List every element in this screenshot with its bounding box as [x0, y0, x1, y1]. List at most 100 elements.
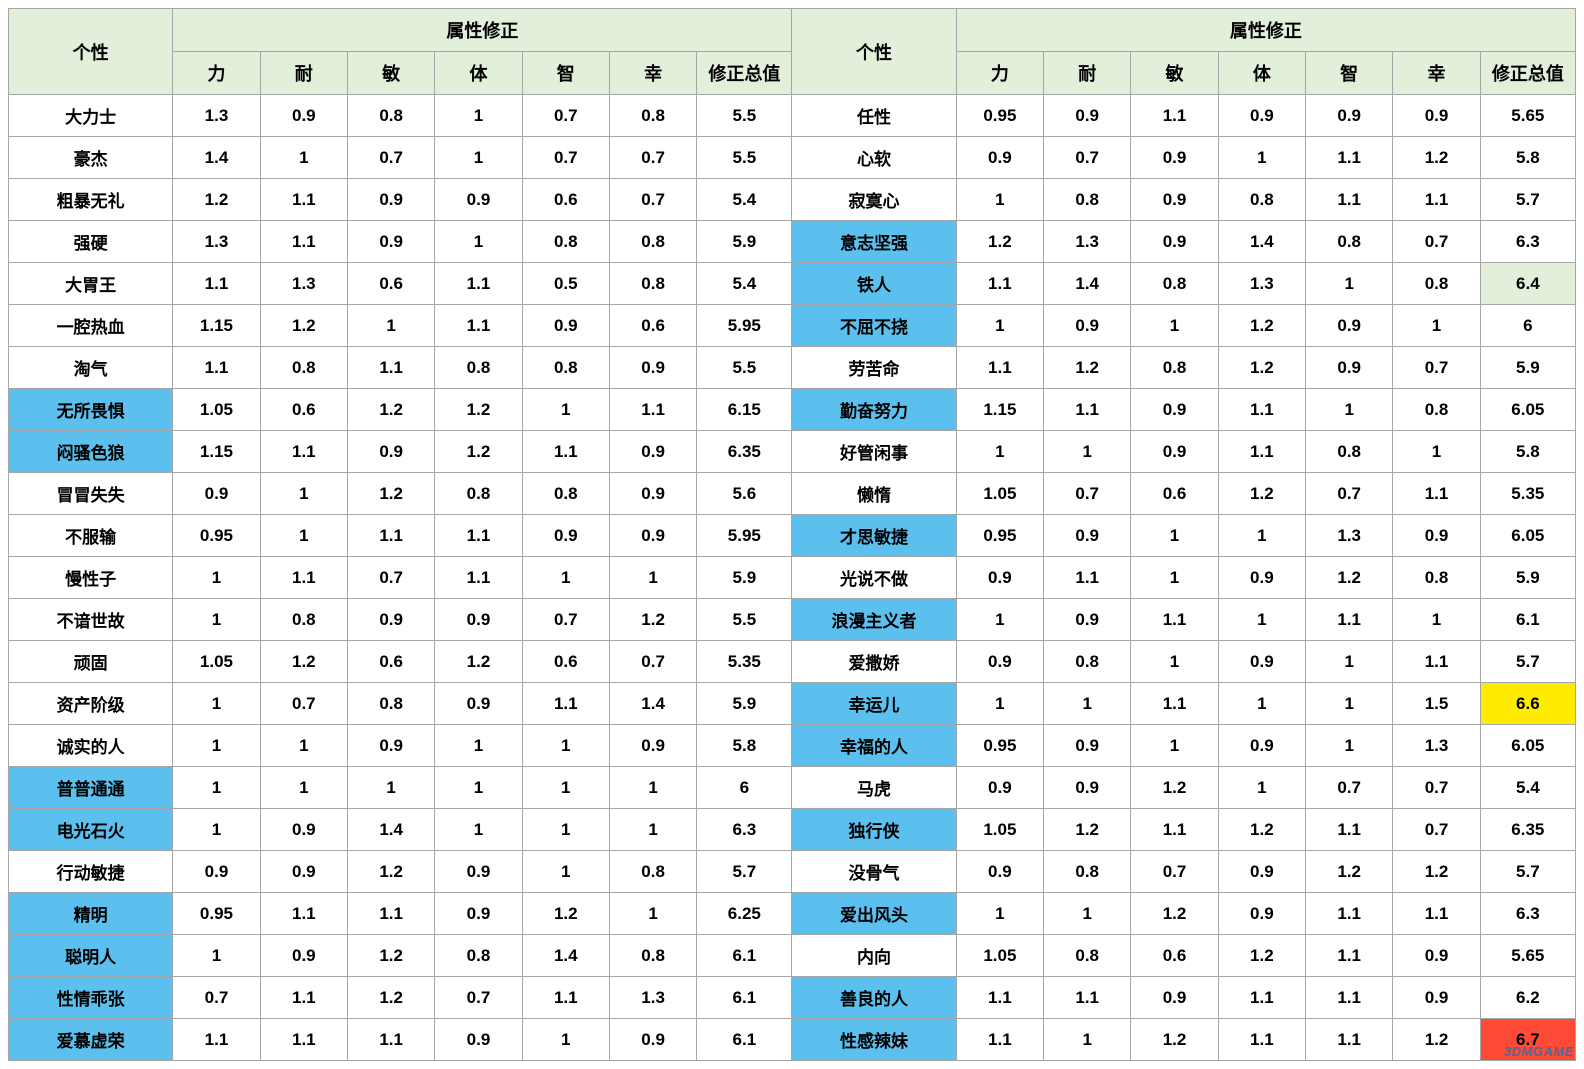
stat-value-cell: 1.1 — [347, 515, 434, 557]
stat-value-cell: 1.1 — [1131, 809, 1218, 851]
personality-name-cell: 性感辣妹 — [792, 1019, 956, 1061]
stat-value-cell: 1 — [1131, 641, 1218, 683]
stat-value-cell: 1.05 — [173, 389, 260, 431]
stat-value-cell: 1.1 — [1218, 389, 1305, 431]
stat-value-cell: 0.9 — [347, 179, 434, 221]
header-stat-left-3: 体 — [435, 52, 522, 95]
stat-value-cell: 0.6 — [347, 263, 434, 305]
stat-value-cell: 1.1 — [1306, 809, 1393, 851]
stat-value-cell: 1 — [1131, 725, 1218, 767]
stat-value-cell: 0.9 — [609, 515, 696, 557]
stat-value-cell: 0.9 — [1044, 725, 1131, 767]
total-value-cell: 5.8 — [1480, 137, 1575, 179]
stat-value-cell: 0.9 — [522, 305, 609, 347]
header-personality-left: 个性 — [9, 9, 173, 95]
stat-value-cell: 1.1 — [1306, 893, 1393, 935]
stat-value-cell: 1.2 — [1131, 767, 1218, 809]
stat-value-cell: 1.1 — [1218, 431, 1305, 473]
stat-value-cell: 0.9 — [609, 431, 696, 473]
personality-name-cell: 粗暴无礼 — [9, 179, 173, 221]
table-row: 爱慕虚荣1.11.11.10.910.96.1性感辣妹1.111.21.11.1… — [9, 1019, 1576, 1061]
stat-value-cell: 0.8 — [1393, 389, 1480, 431]
stat-value-cell: 1.1 — [435, 305, 522, 347]
total-value-cell: 5.9 — [697, 221, 792, 263]
total-value-cell: 6.4 — [1480, 263, 1575, 305]
total-value-cell: 5.7 — [697, 851, 792, 893]
stat-value-cell: 1 — [522, 767, 609, 809]
stat-value-cell: 1 — [522, 851, 609, 893]
stat-value-cell: 0.9 — [956, 767, 1043, 809]
total-value-cell: 6.05 — [1480, 389, 1575, 431]
stat-value-cell: 0.8 — [522, 221, 609, 263]
total-value-cell: 5.7 — [1480, 641, 1575, 683]
personality-name-cell: 电光石火 — [9, 809, 173, 851]
stat-value-cell: 0.9 — [347, 725, 434, 767]
stat-value-cell: 0.7 — [173, 977, 260, 1019]
stat-value-cell: 1.15 — [173, 431, 260, 473]
stat-value-cell: 1.3 — [1218, 263, 1305, 305]
stat-value-cell: 0.7 — [609, 641, 696, 683]
stat-value-cell: 1.2 — [1393, 851, 1480, 893]
stat-value-cell: 0.9 — [435, 851, 522, 893]
stat-value-cell: 0.95 — [173, 893, 260, 935]
stat-value-cell: 0.7 — [522, 137, 609, 179]
total-value-cell: 6.1 — [697, 935, 792, 977]
stat-value-cell: 1 — [173, 809, 260, 851]
stat-value-cell: 0.9 — [956, 641, 1043, 683]
personality-name-cell: 诚实的人 — [9, 725, 173, 767]
table-row: 大力士1.30.90.810.70.85.5任性0.950.91.10.90.9… — [9, 95, 1576, 137]
stat-value-cell: 1.1 — [347, 347, 434, 389]
stat-value-cell: 1 — [260, 767, 347, 809]
table-row: 诚实的人110.9110.95.8幸福的人0.950.910.911.36.05 — [9, 725, 1576, 767]
total-value-cell: 5.9 — [697, 557, 792, 599]
stat-value-cell: 0.9 — [347, 431, 434, 473]
stat-value-cell: 1.2 — [347, 389, 434, 431]
stat-value-cell: 0.7 — [1393, 347, 1480, 389]
header-total-right: 修正总值 — [1480, 52, 1575, 95]
stat-value-cell: 0.8 — [260, 347, 347, 389]
stat-value-cell: 0.8 — [260, 599, 347, 641]
table-row: 豪杰1.410.710.70.75.5心软0.90.70.911.11.25.8 — [9, 137, 1576, 179]
stat-value-cell: 1 — [1306, 683, 1393, 725]
stat-value-cell: 0.9 — [435, 599, 522, 641]
stat-value-cell: 1 — [435, 221, 522, 263]
total-value-cell: 6 — [697, 767, 792, 809]
stat-value-cell: 0.8 — [1218, 179, 1305, 221]
table-row: 精明0.951.11.10.91.216.25爱出风头111.20.91.11.… — [9, 893, 1576, 935]
stat-value-cell: 1.2 — [260, 305, 347, 347]
stat-value-cell: 0.9 — [1306, 305, 1393, 347]
personality-name-cell: 不服输 — [9, 515, 173, 557]
personality-name-cell: 善良的人 — [792, 977, 956, 1019]
stat-value-cell: 1.4 — [522, 935, 609, 977]
stat-value-cell: 1.2 — [1218, 809, 1305, 851]
stat-value-cell: 0.9 — [1044, 515, 1131, 557]
stat-value-cell: 1.4 — [173, 137, 260, 179]
stat-value-cell: 0.7 — [1131, 851, 1218, 893]
stat-value-cell: 0.7 — [260, 683, 347, 725]
stat-value-cell: 1 — [1044, 893, 1131, 935]
stat-value-cell: 1 — [1131, 557, 1218, 599]
stat-value-cell: 1 — [260, 725, 347, 767]
stat-value-cell: 0.9 — [609, 347, 696, 389]
stat-value-cell: 1 — [435, 95, 522, 137]
total-value-cell: 6.1 — [697, 977, 792, 1019]
stat-value-cell: 0.8 — [609, 935, 696, 977]
stat-value-cell: 1.1 — [173, 263, 260, 305]
total-value-cell: 5.7 — [1480, 179, 1575, 221]
header-modifier-group-left: 属性修正 — [173, 9, 792, 52]
stat-value-cell: 1 — [173, 683, 260, 725]
stat-value-cell: 1 — [522, 557, 609, 599]
stat-value-cell: 1.2 — [1218, 935, 1305, 977]
header-personality-right: 个性 — [792, 9, 956, 95]
stat-value-cell: 1.1 — [173, 347, 260, 389]
stat-value-cell: 0.9 — [260, 809, 347, 851]
stat-value-cell: 0.7 — [1044, 137, 1131, 179]
stat-value-cell: 0.9 — [435, 683, 522, 725]
stat-value-cell: 1.1 — [435, 515, 522, 557]
total-value-cell: 5.9 — [697, 683, 792, 725]
stat-value-cell: 1 — [173, 599, 260, 641]
stat-value-cell: 0.6 — [1131, 473, 1218, 515]
total-value-cell: 6.3 — [1480, 893, 1575, 935]
stat-value-cell: 1.1 — [435, 557, 522, 599]
personality-name-cell: 幸福的人 — [792, 725, 956, 767]
